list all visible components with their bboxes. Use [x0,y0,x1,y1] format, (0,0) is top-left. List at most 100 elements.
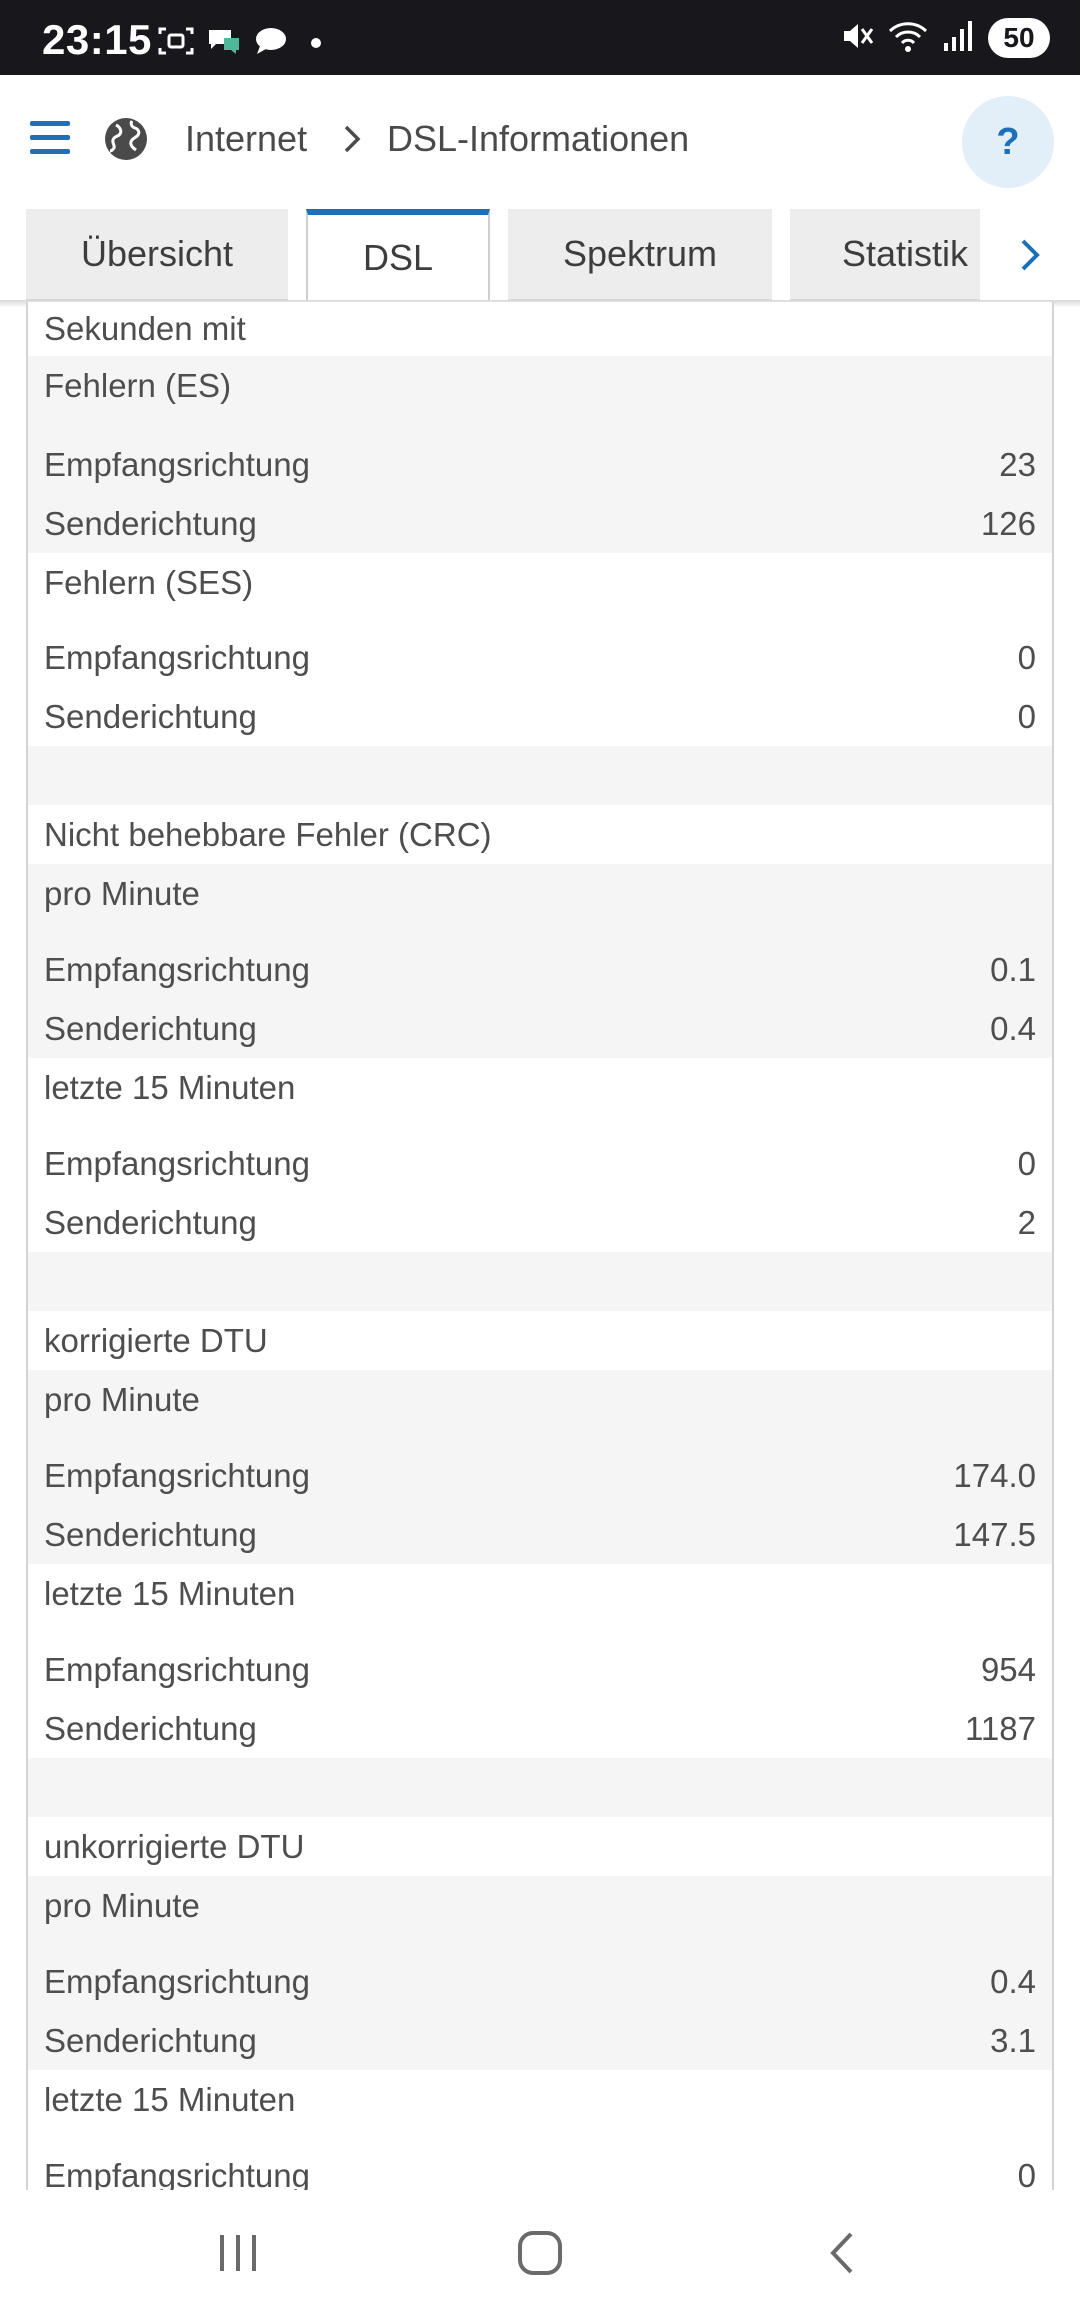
tab-bar: Übersicht DSL Spektrum Statistik [0,209,1080,301]
row-label: letzte 15 Minuten [44,1068,296,1106]
table-row: Fehlern (SES) [28,553,1052,612]
row-spacer [28,1935,1052,1952]
table-row: Empfangsrichtung 0 [28,628,1052,687]
row-spacer [28,1117,1052,1134]
tab-spektrum[interactable]: Spektrum [508,209,772,301]
row-value: 954 [980,1650,1036,1688]
table-row: letzte 15 Minuten [28,2070,1052,2129]
row-value: 174.0 [953,1456,1036,1494]
row-label: Empfangsrichtung [44,445,310,483]
home-icon[interactable] [460,2190,620,2316]
breadcrumb-dsl-informationen: DSL-Informationen [387,118,690,159]
row-value: 0 [1017,638,1036,676]
row-label: letzte 15 Minuten [44,1574,296,1612]
table-row: letzte 15 Minuten [28,1058,1052,1117]
table-row: Empfangsrichtung 954 [28,1640,1052,1699]
help-button[interactable]: ? [962,96,1054,188]
row-label: Senderichtung [44,1515,257,1553]
row-label: Senderichtung [44,1709,257,1747]
table-row: Empfangsrichtung 0 [28,1134,1052,1193]
table-row: Fehlern (ES) [28,356,1052,415]
table-row: Senderichtung 0.4 [28,999,1052,1058]
dot-icon [310,36,322,54]
row-label: Empfangsrichtung [44,1144,310,1182]
row-label: pro Minute [44,874,200,912]
row-label: Empfangsrichtung [44,1456,310,1494]
status-bar: 23:15 50 [0,0,1080,75]
row-spacer [28,923,1052,940]
row-label: Empfangsrichtung [44,2156,310,2191]
table-row: Senderichtung 126 [28,494,1052,553]
table-row: pro Minute [28,864,1052,923]
table-row: Empfangsrichtung 23 [28,435,1052,494]
row-label: Senderichtung [44,1009,257,1047]
row-value: 0.4 [990,1962,1036,2000]
table-row: Senderichtung 3.1 [28,2011,1052,2070]
row-spacer [28,612,1052,628]
row-label: pro Minute [44,1380,200,1418]
row-spacer [28,1623,1052,1640]
row-value: 147.5 [953,1515,1036,1553]
table-row: unkorrigierte DTU [28,1817,1052,1876]
table-row: pro Minute [28,1876,1052,1935]
table-row: Senderichtung 0 [28,687,1052,746]
chevron-right-icon[interactable] [980,209,1080,301]
row-label: Fehlern (SES) [44,563,254,601]
tab-dsl[interactable]: DSL [306,209,490,301]
recent-apps-icon[interactable] [158,2190,318,2316]
row-value: 1187 [965,1709,1036,1747]
row-value: 2 [1017,1203,1036,1241]
wifi-icon [888,19,928,58]
table-row: pro Minute [28,1370,1052,1429]
row-label: Nicht behebbare Fehler (CRC) [44,815,492,853]
chat-bubbles-icon [206,26,242,61]
row-label: Empfangsrichtung [44,1962,310,2000]
mute-icon [840,19,874,58]
battery-indicator: 50 [988,18,1050,58]
row-label: Empfangsrichtung [44,638,310,676]
table-row: letzte 15 Minuten [28,1564,1052,1623]
row-spacer [28,1429,1052,1446]
table-row: Empfangsrichtung 174.0 [28,1446,1052,1505]
system-navigation-bar [0,2190,1080,2316]
row-label: Fehlern (ES) [44,366,232,404]
row-value: 126 [980,504,1036,542]
chevron-right-icon [340,123,364,160]
screenshot-icon [158,26,194,61]
table-row-empty [28,1758,1052,1817]
row-label: Empfangsrichtung [44,950,310,988]
dsl-statistics-table: Sekunden mit Fehlern (ES) Empfangsrichtu… [26,302,1054,2190]
tab-uebersicht[interactable]: Übersicht [26,209,288,301]
table-row-empty [28,1252,1052,1311]
row-label: pro Minute [44,1886,200,1924]
back-icon[interactable] [762,2190,922,2316]
row-label: Senderichtung [44,2021,257,2059]
row-label: Senderichtung [44,504,257,542]
table-row: Nicht behebbare Fehler (CRC) [28,805,1052,864]
table-row: Sekunden mit [28,302,1052,356]
status-time: 23:15 [42,16,152,63]
table-row: Empfangsrichtung 0.4 [28,1952,1052,2011]
row-value: 0 [1017,2156,1036,2191]
row-label: letzte 15 Minuten [44,2080,296,2118]
row-label: Senderichtung [44,697,257,735]
signal-icon [942,19,974,58]
hamburger-menu-icon[interactable] [30,121,70,155]
row-value: 0.1 [990,950,1036,988]
message-icon [254,26,288,61]
row-label: unkorrigierte DTU [44,1827,305,1865]
globe-icon [102,115,150,168]
table-row-empty [28,746,1052,805]
app-header: Internet DSL-Informationen ? [0,75,1080,209]
table-row: Senderichtung 2 [28,1193,1052,1252]
row-value: 0 [1017,697,1036,735]
row-spacer [28,415,1052,435]
row-value: 0.4 [990,1009,1036,1047]
table-row: korrigierte DTU [28,1311,1052,1370]
row-label: Sekunden mit [44,310,246,347]
breadcrumb-internet[interactable]: Internet [185,118,308,159]
row-spacer [28,2129,1052,2146]
row-value: 3.1 [990,2021,1036,2059]
table-row: Senderichtung 147.5 [28,1505,1052,1564]
row-label: korrigierte DTU [44,1321,268,1359]
